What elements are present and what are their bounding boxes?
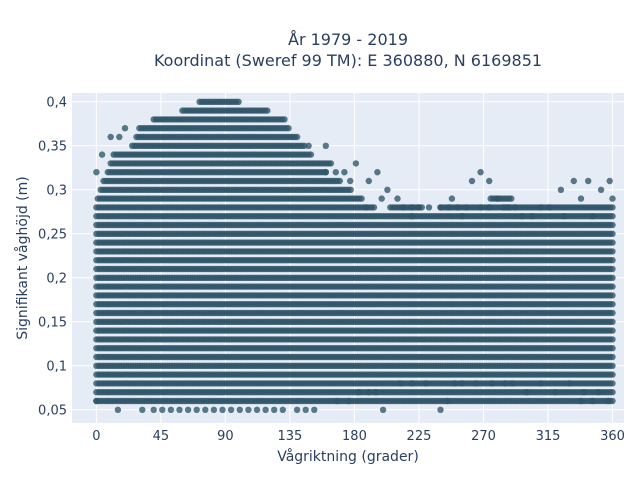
data-point xyxy=(609,221,616,229)
data-point xyxy=(609,353,616,361)
data-point xyxy=(609,327,616,334)
data-point xyxy=(609,265,616,273)
data-point xyxy=(609,371,616,378)
data-point xyxy=(609,292,616,299)
data-point xyxy=(609,257,616,264)
data-point xyxy=(609,309,616,317)
data-points xyxy=(93,98,616,413)
data-point xyxy=(609,301,616,308)
data-point xyxy=(609,213,616,220)
data-point xyxy=(609,389,616,396)
data-point xyxy=(609,274,616,281)
data-point xyxy=(609,318,616,325)
data-point xyxy=(609,380,616,387)
data-point xyxy=(609,230,616,237)
data-point xyxy=(609,239,616,246)
data-point xyxy=(609,362,616,369)
data-point xyxy=(609,283,616,290)
data-point xyxy=(609,345,616,352)
data-point xyxy=(609,248,616,255)
data-point xyxy=(609,336,616,343)
